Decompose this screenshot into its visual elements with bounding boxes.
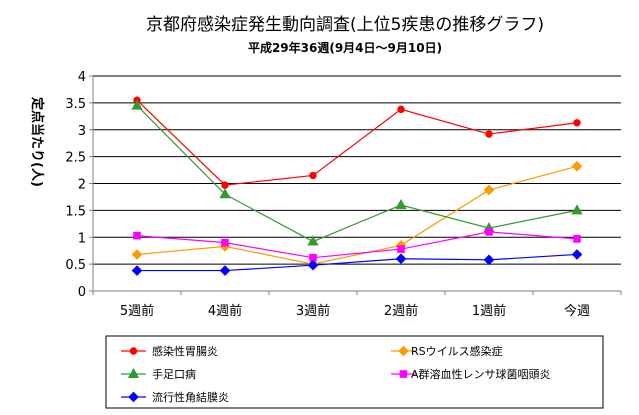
y-tick-label: 2 bbox=[78, 178, 86, 193]
data-point bbox=[483, 184, 495, 196]
data-point bbox=[221, 181, 229, 189]
data-point bbox=[485, 228, 493, 236]
gridlines bbox=[93, 75, 621, 265]
data-point bbox=[219, 188, 231, 199]
data-point bbox=[483, 254, 495, 266]
data-point bbox=[131, 265, 143, 276]
legend-label: 流行性角結膜炎 bbox=[152, 390, 229, 404]
chart-subtitle: 平成29年36週(9月4日～9月10日) bbox=[248, 40, 442, 55]
legend-label: A群溶血性レンサ球菌咽頭炎 bbox=[411, 367, 551, 381]
data-point bbox=[307, 235, 319, 246]
chart-title: 京都府感染症発生動向調査(上位5疾患の推移グラフ) bbox=[146, 15, 544, 35]
series-line bbox=[136, 105, 578, 243]
x-tick-label: 3週前 bbox=[296, 303, 330, 319]
data-point bbox=[397, 245, 405, 253]
data-point bbox=[571, 249, 583, 260]
data-point bbox=[395, 253, 407, 265]
data-point bbox=[573, 119, 581, 127]
legend-item: RSウイルス感染症 bbox=[391, 344, 503, 358]
legend-label: 手足口病 bbox=[152, 367, 196, 381]
series-2 bbox=[131, 99, 583, 246]
series-0 bbox=[133, 96, 581, 189]
series-line bbox=[136, 231, 578, 259]
data-point bbox=[131, 249, 143, 260]
data-point bbox=[571, 204, 583, 215]
series-4 bbox=[131, 249, 583, 276]
legend-swatch-marker bbox=[128, 391, 139, 403]
data-point bbox=[131, 99, 143, 110]
y-tick-label: 1.5 bbox=[65, 204, 86, 219]
series-1 bbox=[131, 160, 583, 270]
legend-item: 流行性角結膜炎 bbox=[121, 390, 229, 404]
data-point bbox=[307, 259, 319, 271]
x-tick-label: 5週前 bbox=[120, 303, 154, 319]
x-tick-label: 4週前 bbox=[208, 303, 242, 319]
y-tick-label: 1 bbox=[78, 231, 86, 246]
legend-swatch-marker bbox=[398, 345, 409, 357]
y-tick-label: 0 bbox=[78, 285, 86, 300]
x-tick-label: 今週 bbox=[564, 303, 590, 319]
data-point bbox=[309, 171, 317, 180]
y-axis-label: 定点当たり(人) bbox=[29, 96, 45, 187]
legend-swatch-marker bbox=[129, 347, 138, 355]
x-tick-label: 2週前 bbox=[384, 303, 418, 319]
y-tick-label: 2.5 bbox=[65, 151, 86, 166]
series-line bbox=[136, 99, 578, 186]
y-tick-label: 3.5 bbox=[65, 97, 86, 112]
legend-box bbox=[105, 335, 604, 409]
y-tick-label: 4 bbox=[78, 70, 86, 85]
y-tick-label: 0.5 bbox=[65, 258, 86, 273]
series-line bbox=[136, 165, 578, 265]
data-point bbox=[133, 231, 141, 240]
legend-label: RSウイルス感染症 bbox=[411, 344, 503, 358]
y-tick-label: 3 bbox=[78, 124, 86, 139]
data-point bbox=[397, 105, 405, 114]
legend-item: A群溶血性レンサ球菌咽頭炎 bbox=[391, 367, 551, 381]
legend-item: 感染性胃腸炎 bbox=[121, 344, 218, 358]
series-lines bbox=[131, 96, 583, 276]
series-3 bbox=[133, 228, 581, 262]
x-tick-label: 1週前 bbox=[472, 303, 506, 319]
data-point bbox=[395, 198, 407, 209]
data-point bbox=[573, 235, 581, 243]
legend-swatch-marker bbox=[399, 370, 408, 378]
series-line bbox=[137, 253, 578, 272]
data-point bbox=[485, 130, 493, 138]
legend-item: 手足口病 bbox=[121, 367, 196, 381]
legend-label: 感染性胃腸炎 bbox=[152, 344, 218, 358]
data-point bbox=[571, 160, 583, 172]
data-point bbox=[219, 265, 231, 276]
data-point bbox=[221, 238, 229, 247]
axes: 0 0.5 1 1.5 2 2.5 3 3.5 4 5週前 4週前 3週前 2週前 1週前 今週 bbox=[65, 70, 622, 319]
legend-swatch-marker bbox=[127, 367, 140, 378]
